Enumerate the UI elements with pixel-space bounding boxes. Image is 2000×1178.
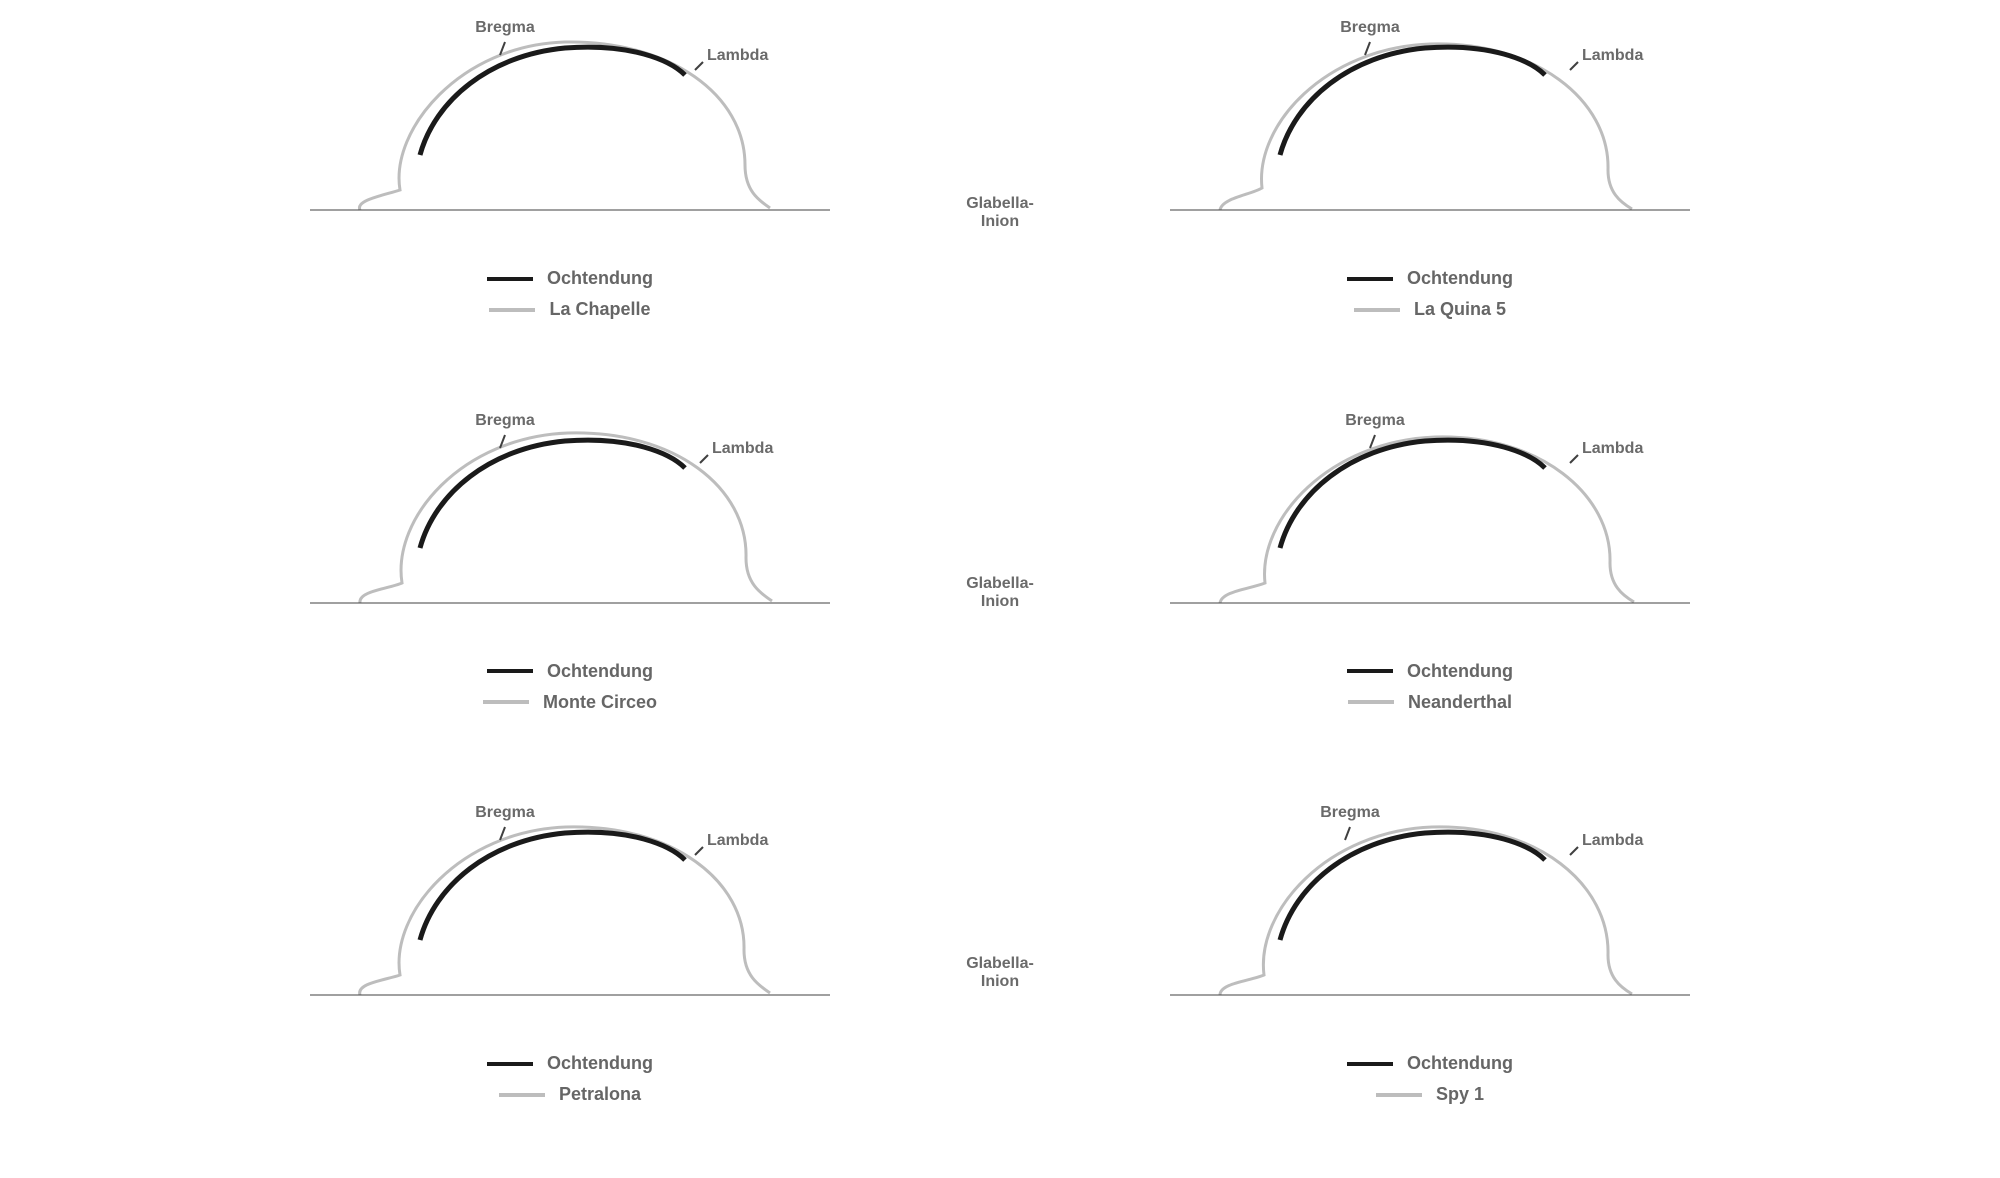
- bregma-label: Bregma: [1340, 19, 1400, 36]
- legend-3: Ochtendung Neanderthal: [1020, 661, 1840, 713]
- swatch-main: [487, 1062, 533, 1066]
- lambda-label: Lambda: [1582, 832, 1643, 849]
- main-curve: [420, 47, 685, 155]
- swatch-ref: [1376, 1093, 1422, 1097]
- panel-0: Bregma Lambda Ochtendung La Chapelle: [160, 0, 980, 380]
- lambda-label: Lambda: [1582, 440, 1643, 457]
- profile-svg-0: Bregma Lambda: [160, 0, 980, 260]
- ref-curve: [360, 433, 772, 603]
- legend-0: Ochtendung La Chapelle: [160, 268, 980, 320]
- lambda-tick: [1570, 847, 1578, 855]
- legend-main-label: Ochtendung: [1407, 1053, 1513, 1074]
- bregma-label: Bregma: [475, 19, 535, 36]
- profile-svg-5: Bregma Lambda: [1020, 785, 1840, 1045]
- panel-2: Bregma Lambda Ochtendung Monte Circeo: [160, 393, 980, 773]
- profile-svg-4: Bregma Lambda: [160, 785, 980, 1045]
- swatch-main: [1347, 1062, 1393, 1066]
- main-curve: [1280, 47, 1545, 155]
- panel-5: Bregma Lambda Ochtendung Spy 1: [1020, 785, 1840, 1165]
- bregma-tick: [1365, 42, 1370, 55]
- legend-ref: Petralona: [499, 1084, 641, 1105]
- swatch-ref: [499, 1093, 545, 1097]
- bregma-label: Bregma: [475, 804, 535, 821]
- legend-ref-label: La Chapelle: [549, 299, 650, 320]
- swatch-ref: [1348, 700, 1394, 704]
- bregma-label: Bregma: [1320, 804, 1380, 821]
- ref-curve: [1220, 827, 1632, 995]
- ref-curve: [360, 827, 770, 995]
- figure-grid: Bregma Lambda Ochtendung La Chapelle Bre…: [0, 0, 2000, 1178]
- lambda-tick: [695, 62, 703, 70]
- legend-main: Ochtendung: [487, 268, 653, 289]
- legend-ref-label: Neanderthal: [1408, 692, 1512, 713]
- legend-main: Ochtendung: [1347, 1053, 1513, 1074]
- lambda-tick: [1570, 455, 1578, 463]
- main-curve: [1280, 440, 1545, 548]
- legend-ref-label: La Quina 5: [1414, 299, 1506, 320]
- lambda-tick: [695, 847, 703, 855]
- lambda-tick: [700, 455, 708, 463]
- legend-main-label: Ochtendung: [1407, 661, 1513, 682]
- legend-main: Ochtendung: [487, 661, 653, 682]
- lambda-tick: [1570, 62, 1578, 70]
- legend-ref: Monte Circeo: [483, 692, 657, 713]
- legend-main: Ochtendung: [487, 1053, 653, 1074]
- lambda-label: Lambda: [707, 832, 768, 849]
- bregma-tick: [1370, 435, 1375, 448]
- ref-curve: [359, 42, 770, 210]
- swatch-ref: [483, 700, 529, 704]
- legend-main-label: Ochtendung: [547, 268, 653, 289]
- bregma-label: Bregma: [1345, 412, 1405, 429]
- legend-main-label: Ochtendung: [547, 661, 653, 682]
- swatch-main: [487, 669, 533, 673]
- panel-1: Bregma Lambda Ochtendung La Quina 5: [1020, 0, 1840, 380]
- legend-main: Ochtendung: [1347, 661, 1513, 682]
- legend-main: Ochtendung: [1347, 268, 1513, 289]
- swatch-ref: [489, 308, 535, 312]
- swatch-main: [487, 277, 533, 281]
- legend-ref: La Chapelle: [489, 299, 650, 320]
- swatch-main: [1347, 669, 1393, 673]
- legend-ref-label: Monte Circeo: [543, 692, 657, 713]
- profile-svg-1: Bregma Lambda: [1020, 0, 1840, 260]
- legend-1: Ochtendung La Quina 5: [1020, 268, 1840, 320]
- lambda-label: Lambda: [1582, 47, 1643, 64]
- bregma-label: Bregma: [475, 412, 535, 429]
- swatch-ref: [1354, 308, 1400, 312]
- swatch-main: [1347, 277, 1393, 281]
- legend-main-label: Ochtendung: [1407, 268, 1513, 289]
- legend-main-label: Ochtendung: [547, 1053, 653, 1074]
- legend-ref-label: Spy 1: [1436, 1084, 1484, 1105]
- legend-5: Ochtendung Spy 1: [1020, 1053, 1840, 1105]
- main-curve: [1280, 832, 1545, 940]
- profile-svg-3: Bregma Lambda: [1020, 393, 1840, 653]
- panel-3: Bregma Lambda Ochtendung Neanderthal: [1020, 393, 1840, 773]
- legend-2: Ochtendung Monte Circeo: [160, 661, 980, 713]
- legend-4: Ochtendung Petralona: [160, 1053, 980, 1105]
- lambda-label: Lambda: [712, 440, 773, 457]
- panel-4: Bregma Lambda Ochtendung Petralona: [160, 785, 980, 1165]
- profile-svg-2: Bregma Lambda: [160, 393, 980, 653]
- legend-ref: La Quina 5: [1354, 299, 1506, 320]
- lambda-label: Lambda: [707, 47, 768, 64]
- legend-ref: Neanderthal: [1348, 692, 1512, 713]
- main-curve: [420, 440, 685, 548]
- main-curve: [420, 832, 685, 940]
- legend-ref-label: Petralona: [559, 1084, 641, 1105]
- legend-ref: Spy 1: [1376, 1084, 1484, 1105]
- bregma-tick: [1345, 827, 1350, 840]
